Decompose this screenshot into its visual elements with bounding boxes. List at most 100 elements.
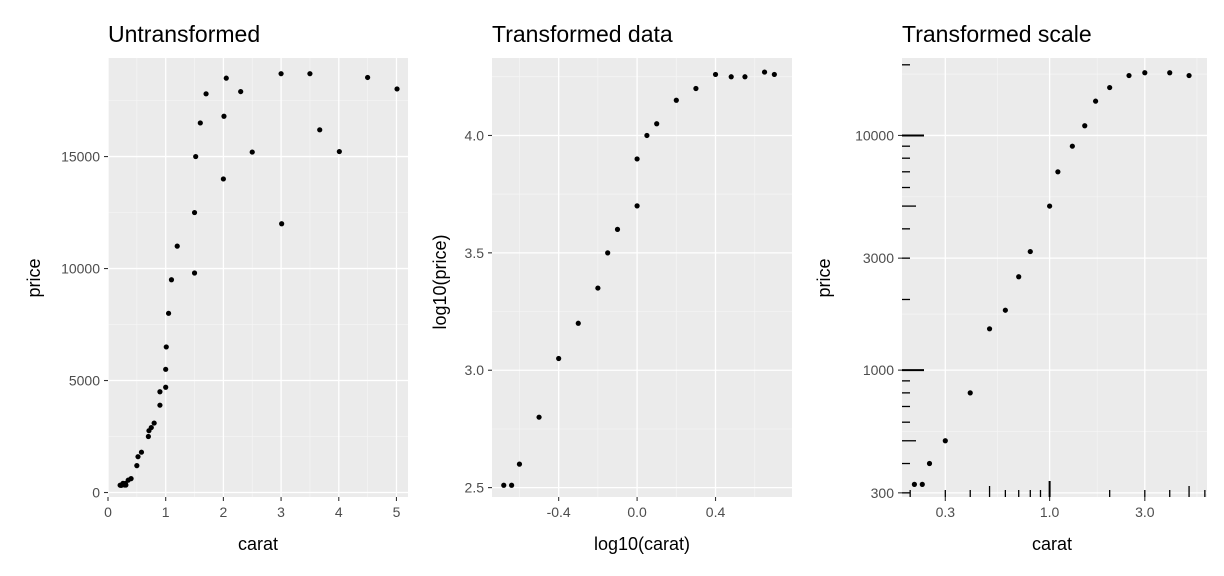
- data-point: [654, 121, 660, 127]
- x-tick-label: 5: [393, 504, 401, 520]
- data-point: [365, 74, 371, 81]
- data-point: [145, 433, 151, 440]
- chart-title: Transformed data: [492, 21, 673, 47]
- x-tick-label: 0.0: [627, 504, 647, 520]
- data-point: [575, 320, 581, 326]
- data-point: [221, 113, 227, 119]
- data-point: [1002, 307, 1008, 313]
- data-point: [771, 71, 777, 78]
- y-tick-label: 15000: [61, 149, 100, 165]
- data-point: [536, 414, 542, 420]
- data-point: [317, 127, 323, 133]
- data-point: [138, 449, 145, 455]
- data-point: [1069, 143, 1075, 149]
- x-tick-label: 3: [277, 504, 285, 520]
- x-tick-label: 0: [104, 504, 112, 520]
- data-point: [516, 461, 523, 467]
- chart-title: Untransformed: [108, 21, 260, 47]
- data-point: [1126, 72, 1132, 79]
- data-point: [120, 480, 126, 486]
- y-tick-label: 3000: [863, 250, 894, 266]
- data-point: [967, 390, 973, 396]
- data-point: [919, 481, 925, 487]
- x-tick-label: 0.3: [936, 504, 956, 520]
- data-point: [135, 454, 141, 460]
- data-point: [163, 366, 169, 372]
- x-tick-label: 0.4: [706, 504, 726, 520]
- data-point: [1142, 70, 1148, 76]
- data-point: [605, 250, 611, 256]
- data-point: [157, 389, 163, 395]
- plot-area: [492, 58, 792, 497]
- x-axis-title: carat: [1032, 534, 1072, 554]
- data-point: [197, 120, 203, 126]
- data-point: [986, 326, 993, 332]
- data-point: [157, 402, 163, 408]
- data-point: [911, 481, 917, 487]
- y-tick-label: 3.5: [465, 245, 485, 261]
- y-axis-title: price: [814, 258, 834, 297]
- x-tick-label: -0.4: [547, 504, 571, 520]
- chart-panel-transformed-scale: Transformed scale 0.3 1.0 3.0 300 1000 3000 10…: [814, 21, 1207, 554]
- data-point: [1027, 248, 1033, 255]
- data-point: [220, 176, 226, 182]
- data-point: [1167, 70, 1173, 76]
- data-point: [223, 75, 229, 81]
- data-point: [509, 482, 515, 488]
- data-point: [163, 344, 169, 350]
- data-point: [165, 310, 172, 316]
- data-point: [728, 74, 734, 80]
- plot-area: [108, 58, 408, 497]
- data-point: [151, 420, 157, 426]
- data-point: [168, 277, 175, 283]
- y-tick-label: 300: [871, 485, 895, 501]
- y-tick-label: 0: [92, 485, 100, 501]
- x-tick-label: 1.0: [1040, 504, 1060, 520]
- data-point: [203, 91, 209, 97]
- data-point: [556, 355, 562, 362]
- data-point: [673, 97, 679, 103]
- y-tick-label: 3.0: [465, 362, 485, 378]
- x-tick-label: 3.0: [1135, 504, 1155, 520]
- data-point: [634, 203, 640, 209]
- data-point: [595, 285, 601, 291]
- data-point: [712, 71, 719, 78]
- data-point: [163, 384, 169, 390]
- data-point: [249, 149, 255, 155]
- data-point: [1055, 169, 1061, 175]
- y-tick-label: 10000: [855, 127, 894, 143]
- y-tick-label: 4.0: [465, 127, 485, 143]
- data-point: [942, 438, 948, 444]
- data-point: [279, 221, 285, 227]
- y-tick-label: 2.5: [465, 480, 485, 496]
- y-axis-title: price: [24, 258, 44, 297]
- data-point: [501, 482, 507, 488]
- x-tick-label: 2: [219, 504, 227, 520]
- data-point: [1107, 84, 1113, 91]
- x-tick-label: 1: [162, 504, 170, 520]
- data-point: [134, 463, 140, 469]
- x-tick-label: 4: [335, 504, 343, 520]
- data-point: [394, 86, 400, 92]
- data-point: [614, 226, 621, 232]
- data-point: [926, 460, 933, 467]
- chart-marks: 0.3 1.0 3.0 300 1000 3000 10000: [855, 58, 1207, 520]
- data-point: [1186, 72, 1192, 79]
- data-point: [174, 243, 180, 249]
- data-point: [644, 132, 650, 139]
- data-point: [148, 424, 154, 431]
- chart-panel-untransformed: Untransformed 0 1 2 3 4 5 0 5000 10000 15000 cara…: [24, 21, 408, 554]
- data-point: [1082, 123, 1088, 129]
- data-point: [1016, 274, 1022, 280]
- data-point: [761, 69, 768, 75]
- data-point: [742, 74, 748, 80]
- data-point: [191, 209, 198, 216]
- data-point: [128, 476, 134, 482]
- chart-title: Transformed scale: [902, 21, 1092, 47]
- plot-area: [902, 58, 1207, 497]
- data-point: [191, 270, 198, 276]
- data-point: [634, 156, 640, 162]
- data-point: [1092, 98, 1099, 104]
- y-tick-label: 5000: [69, 373, 100, 389]
